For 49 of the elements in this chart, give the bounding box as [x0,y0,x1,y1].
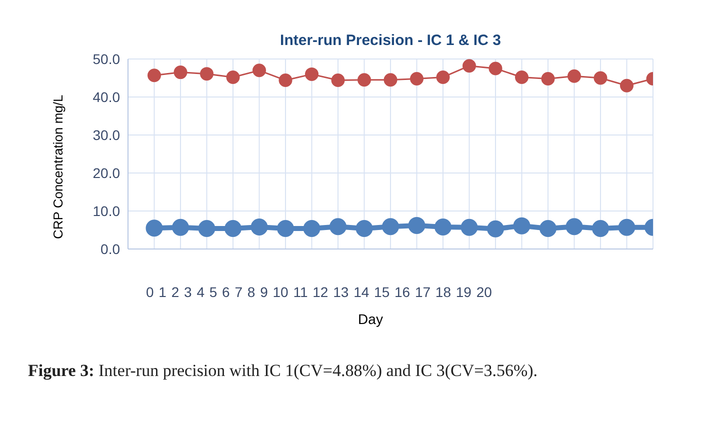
point [250,218,268,236]
point [277,220,294,237]
point [305,67,318,81]
y-tick-label: 50.0 [92,50,120,67]
y-tick-label: 10.0 [92,202,120,219]
point [174,66,188,80]
y-axis-title: CRP Concentration mg/L [50,94,66,239]
point [515,70,528,84]
point [487,220,504,238]
y-tick-label: 20.0 [92,164,120,181]
point [146,220,163,237]
point [226,70,240,84]
point [278,74,292,88]
point [148,68,161,82]
point [436,70,450,84]
point [434,218,452,236]
point [224,220,242,237]
point [172,218,189,236]
x-axis-title: Day [357,311,384,327]
point [200,67,214,81]
point [566,218,583,236]
point [331,74,345,88]
point [594,71,608,85]
point [198,220,216,237]
point [540,220,556,237]
point [620,78,634,92]
chart-title: Inter-run Precision - IC 1 & IC 3 [279,32,502,49]
caption: Figure 3: Inter-run precision with IC 1(CV=4.88%) and IC 3(CV=3.56%). [28,361,539,381]
point [382,218,399,236]
point [330,218,346,236]
point [462,59,476,73]
point [460,218,478,236]
point [568,69,581,83]
y-tick-label: 30.0 [92,126,120,143]
point [488,62,502,76]
point [252,64,266,78]
point [513,217,530,234]
point [408,216,426,234]
y-tick-label: 40.0 [92,88,120,105]
point [410,72,424,86]
point [356,220,373,237]
point [618,218,636,236]
point [541,72,555,86]
point [303,220,320,237]
text: 0 1 2 3 4 5 6 7 8 9 10 11 12 13 14 15 16 17 18 19 20 [146,284,492,300]
y-tick-label: 0.0 [100,240,120,257]
point [384,73,398,87]
point [592,220,609,237]
point [358,73,371,87]
